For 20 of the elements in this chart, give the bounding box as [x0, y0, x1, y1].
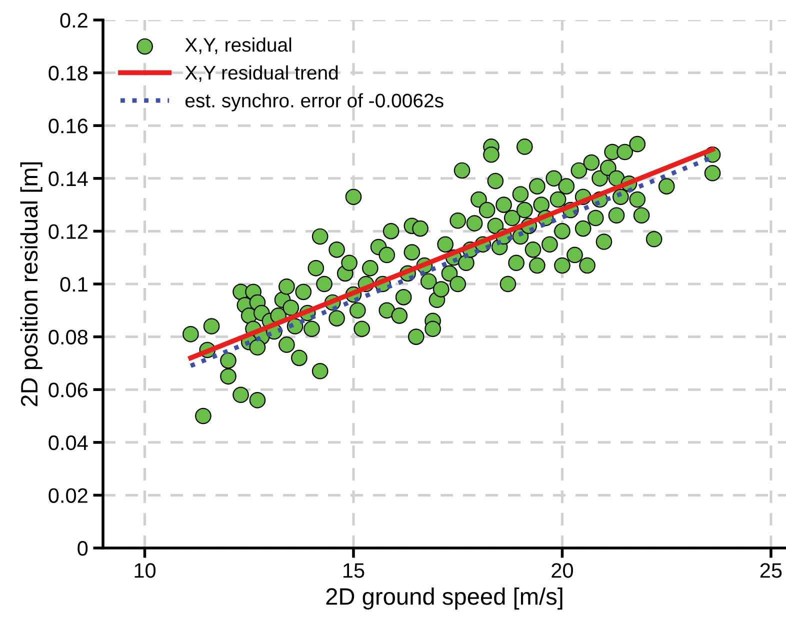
y-tick-label: 0.06: [48, 382, 88, 398]
legend-label: est. synchro. error of -0.0062s: [185, 93, 444, 112]
x-axis-title: 2D ground speed [m/s]: [326, 588, 562, 610]
y-tick-label: 0.1: [60, 277, 88, 292]
y-tick-label: 0.12: [48, 224, 88, 239]
y-tick-label: 0.14: [48, 171, 88, 186]
y-tick-label: 0.16: [48, 118, 88, 134]
y-axis-title: 2D position residual [m]: [20, 162, 42, 406]
y-tick-label: 0: [78, 541, 88, 556]
legend-label: X,Y, residual: [185, 38, 292, 54]
y-tick-label: 0.08: [48, 330, 88, 345]
x-tick-label: 25: [760, 563, 782, 578]
x-tick-label: 20: [552, 563, 574, 578]
y-tick-label: 0.04: [48, 435, 88, 450]
y-tick-label: 0.2: [60, 13, 88, 28]
x-tick-label: 10: [134, 563, 156, 578]
y-tick-label: 0.18: [48, 66, 88, 81]
x-tick-label: 15: [343, 563, 364, 578]
legend-label: X,Y residual trend: [185, 65, 338, 82]
y-tick-label: 0.02: [48, 488, 88, 503]
